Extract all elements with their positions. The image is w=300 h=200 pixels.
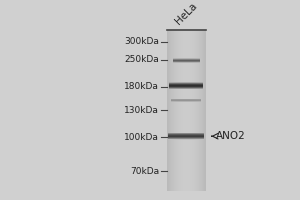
- Bar: [172, 30, 173, 191]
- Bar: [176, 30, 177, 191]
- Bar: [205, 30, 206, 191]
- Bar: [194, 30, 195, 191]
- Bar: [168, 139, 204, 140]
- Bar: [187, 30, 188, 191]
- Bar: [186, 30, 187, 191]
- Text: 70kDa: 70kDa: [130, 167, 159, 176]
- Bar: [172, 61, 200, 62]
- Bar: [169, 84, 203, 85]
- Bar: [168, 138, 204, 139]
- Bar: [172, 58, 200, 59]
- Bar: [193, 30, 194, 191]
- Bar: [172, 62, 200, 63]
- Bar: [171, 30, 172, 191]
- Text: 180kDa: 180kDa: [124, 82, 159, 91]
- Bar: [182, 30, 183, 191]
- Bar: [172, 60, 200, 61]
- Bar: [189, 30, 190, 191]
- Text: 130kDa: 130kDa: [124, 106, 159, 115]
- Bar: [180, 30, 181, 191]
- Bar: [169, 30, 170, 191]
- Bar: [188, 30, 189, 191]
- Bar: [190, 30, 191, 191]
- Bar: [169, 85, 203, 86]
- Bar: [169, 87, 203, 88]
- Bar: [168, 137, 204, 138]
- Bar: [202, 30, 204, 191]
- Bar: [168, 134, 204, 135]
- Bar: [168, 135, 204, 136]
- Text: 100kDa: 100kDa: [124, 133, 159, 142]
- Bar: [177, 30, 178, 191]
- Bar: [196, 30, 197, 191]
- Text: 250kDa: 250kDa: [124, 55, 159, 64]
- Bar: [197, 30, 198, 191]
- Bar: [181, 30, 182, 191]
- Text: ANO2: ANO2: [216, 131, 246, 141]
- Bar: [172, 59, 200, 60]
- Bar: [201, 30, 202, 191]
- Bar: [168, 133, 204, 134]
- Bar: [170, 30, 171, 191]
- Bar: [169, 82, 203, 83]
- Bar: [200, 30, 201, 191]
- Bar: [199, 30, 200, 191]
- Bar: [175, 30, 176, 191]
- Bar: [168, 136, 204, 137]
- Bar: [169, 88, 203, 89]
- Bar: [167, 30, 169, 191]
- Bar: [169, 86, 203, 87]
- Bar: [204, 30, 205, 191]
- Bar: [179, 30, 180, 191]
- Bar: [169, 30, 170, 191]
- Bar: [185, 30, 186, 191]
- Bar: [169, 83, 203, 84]
- Bar: [198, 30, 199, 191]
- Bar: [173, 30, 174, 191]
- Bar: [184, 30, 185, 191]
- Text: HeLa: HeLa: [173, 1, 199, 27]
- Bar: [174, 30, 175, 191]
- Bar: [183, 30, 184, 191]
- Bar: [191, 30, 192, 191]
- Bar: [178, 30, 179, 191]
- Bar: [202, 30, 203, 191]
- Text: 300kDa: 300kDa: [124, 37, 159, 46]
- Bar: [192, 30, 193, 191]
- Bar: [195, 30, 196, 191]
